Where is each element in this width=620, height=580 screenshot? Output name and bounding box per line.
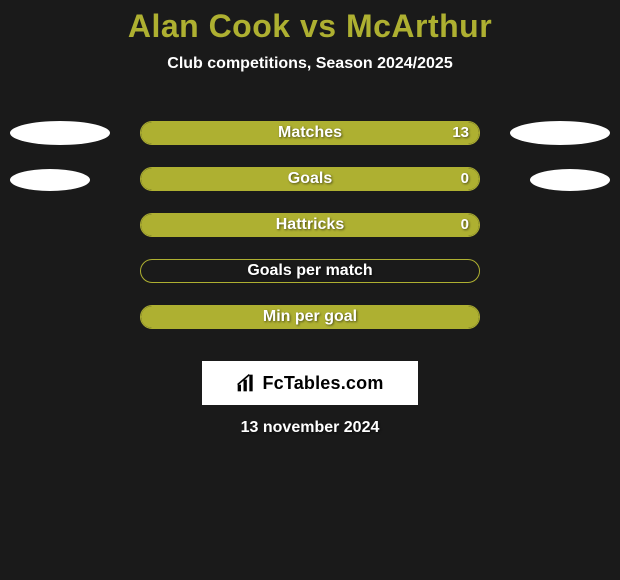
stat-bar-fill: [141, 214, 479, 236]
stat-bar: Goals per match: [140, 259, 480, 283]
stat-bar-fill: [141, 168, 479, 190]
source-logo: FcTables.com: [202, 361, 418, 405]
stat-row: Matches13: [0, 121, 620, 167]
right-ellipse: [510, 121, 610, 145]
stat-row: Goals0: [0, 167, 620, 213]
footer-date: 13 november 2024: [0, 419, 620, 437]
stat-bar-fill: [141, 122, 479, 144]
logo-text: FcTables.com: [262, 373, 383, 394]
comparison-infographic: Alan Cook vs McArthur Club competitions,…: [0, 0, 620, 580]
page-title: Alan Cook vs McArthur: [0, 8, 620, 45]
stat-row: Goals per match: [0, 259, 620, 305]
right-ellipse: [530, 169, 610, 191]
stat-row: Hattricks0: [0, 213, 620, 259]
stat-bar-fill: [141, 306, 479, 328]
stat-bar: Matches13: [140, 121, 480, 145]
stat-bar: Hattricks0: [140, 213, 480, 237]
chart-icon: [236, 373, 256, 393]
page-subtitle: Club competitions, Season 2024/2025: [0, 55, 620, 73]
stat-label: Goals per match: [141, 260, 479, 282]
stat-rows: Matches13 Goals0 Hattricks0 Goals per match…: [0, 121, 620, 351]
left-ellipse: [10, 121, 110, 145]
left-ellipse: [10, 169, 90, 191]
stat-bar: Goals0: [140, 167, 480, 191]
stat-row: Min per goal: [0, 305, 620, 351]
stat-bar: Min per goal: [140, 305, 480, 329]
